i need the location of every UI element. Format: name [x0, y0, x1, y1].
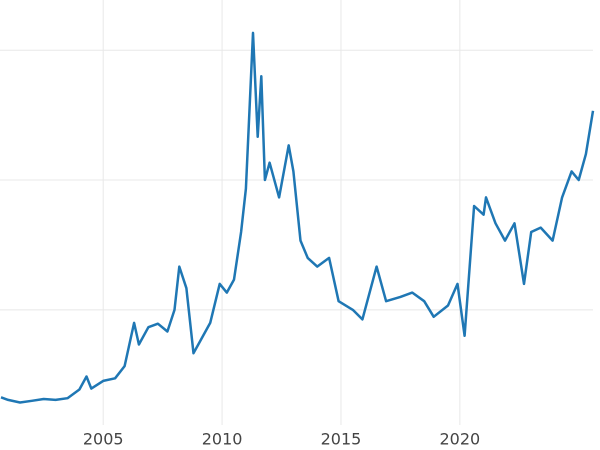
price-line	[0, 31, 595, 404]
x-tick-label: 2015	[321, 430, 362, 449]
x-tick-label: 2010	[202, 430, 243, 449]
x-tick-label: 2005	[83, 430, 124, 449]
x-tick-label: 2020	[439, 430, 480, 449]
